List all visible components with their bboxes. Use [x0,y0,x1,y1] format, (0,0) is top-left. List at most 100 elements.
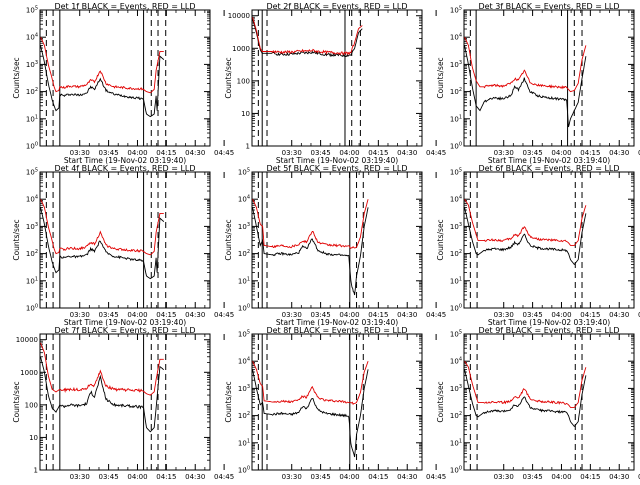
plot-frame [251,333,423,471]
x-tick-label: 03:30 [70,473,90,480]
x-tick-label: 04:00 [551,473,571,480]
y-tick-label: 103 [450,60,462,69]
y-tick-label: 105 [238,330,250,339]
y-tick-label: 100 [26,304,38,313]
lld-series-line [252,199,369,250]
chart-panel: Det 8f BLACK = Events, RED = LLD 100 101 10… [224,326,446,485]
x-tick-label: 04:30 [397,311,417,319]
y-axis-label: Counts/sec [12,219,21,260]
x-axis-label: Start Time (19-Nov-02 03:19:40) [488,156,610,165]
lld-series-line [464,198,587,246]
x-tick-label: 04:00 [339,311,359,319]
plot-area [40,334,167,470]
plot-area [464,172,587,308]
x-tick-label: 04:30 [397,473,417,480]
plot-area [40,10,167,146]
y-tick-label: 103 [450,384,462,393]
x-axis-label: Start Time (19-Nov-02 03:19:40) [64,156,186,165]
y-tick-label: 103 [26,222,38,231]
y-tick-label: 103 [26,60,38,69]
plot-frame [39,171,211,309]
y-axis-label: Counts/sec [224,219,233,260]
chart-panel: Det 3f BLACK = Events, RED = LLD 100 101 10… [436,2,640,165]
x-tick-label: 04:30 [397,149,417,157]
lld-series-line [40,37,164,94]
x-tick-label: 04:45 [426,473,446,480]
y-tick-label: 102 [450,249,462,258]
y-tick-label: 101 [450,114,462,123]
lld-series-line [464,360,587,408]
chart-title: Det 5f BLACK = Events, RED = LLD [266,164,407,173]
y-axis-label: Counts/sec [436,219,445,260]
x-tick-label: 04:15 [156,149,176,157]
x-tick-label: 04:15 [580,311,600,319]
x-tick-label: 04:15 [368,473,388,480]
y-tick-label: 102 [450,87,462,96]
y-tick-label: 101 [26,276,38,285]
lld-series-line [464,37,587,93]
x-tick-label: 03:45 [99,311,119,319]
x-tick-label: 04:15 [156,311,176,319]
y-tick-label: 104 [450,195,462,204]
x-tick-label: 04:00 [127,473,147,480]
x-tick-label: 04:45 [426,311,446,319]
y-tick-label: 100 [26,142,38,151]
events-series-line [40,356,165,433]
y-tick-label: 100 [237,77,250,85]
x-tick-label: 04:00 [127,149,147,157]
x-tick-label: 04:45 [426,149,446,157]
chart-title: Det 4f BLACK = Events, RED = LLD [54,164,195,173]
x-tick-label: 03:45 [311,311,331,319]
chart-title: Det 7f BLACK = Events, RED = LLD [54,326,195,335]
x-tick-label: 04:45 [214,149,234,157]
y-tick-label: 104 [450,357,462,366]
events-series-line [464,45,587,128]
x-tick-label: 04:45 [214,311,234,319]
x-tick-label: 04:15 [580,473,600,480]
y-tick-label: 105 [450,168,462,177]
y-axis-label: Counts/sec [436,381,445,422]
y-tick-label: 101 [450,276,462,285]
x-tick-label: 04:15 [580,149,600,157]
plot-frame [39,333,211,471]
y-tick-label: 103 [450,222,462,231]
y-tick-label: 101 [238,438,250,447]
y-tick-label: 105 [26,6,38,15]
plot-frame [463,333,635,471]
x-tick-label: 03:30 [494,149,514,157]
y-tick-label: 102 [450,411,462,420]
events-series-line [464,369,587,428]
y-tick-label: 10 [241,110,250,118]
y-tick-label: 10000 [228,12,250,20]
y-tick-label: 102 [238,411,250,420]
y-tick-label: 101 [450,438,462,447]
y-tick-label: 100 [450,466,462,475]
chart-panel: Det 9f BLACK = Events, RED = LLD 100 101 10… [436,326,640,485]
x-tick-label: 03:30 [494,311,514,319]
y-tick-label: 100 [238,466,250,475]
x-tick-label: 04:45 [638,311,640,319]
y-tick-label: 104 [450,33,462,42]
y-tick-label: 1000 [20,369,38,377]
events-series-line [40,207,165,280]
y-tick-label: 104 [26,195,38,204]
chart-panel: Det 5f BLACK = Events, RED = LLD 100 101 10… [224,164,446,327]
x-tick-label: 04:15 [156,473,176,480]
events-series-line [252,369,369,458]
lld-series-line [252,361,369,405]
y-axis-label: Counts/sec [224,57,233,98]
events-series-line [40,45,165,118]
x-tick-label: 04:45 [638,149,640,157]
x-axis-label: Start Time (19-Nov-02 03:19:40) [488,318,610,327]
chart-panel: Det 6f BLACK = Events, RED = LLD 100 101 10… [436,164,640,327]
x-tick-label: 03:45 [523,473,543,480]
x-tick-label: 03:45 [99,473,119,480]
plot-frame [463,9,635,147]
x-tick-label: 03:30 [70,311,90,319]
x-tick-label: 03:30 [282,311,302,319]
x-tick-label: 04:00 [551,311,571,319]
y-tick-label: 103 [238,384,250,393]
y-tick-label: 105 [238,168,250,177]
